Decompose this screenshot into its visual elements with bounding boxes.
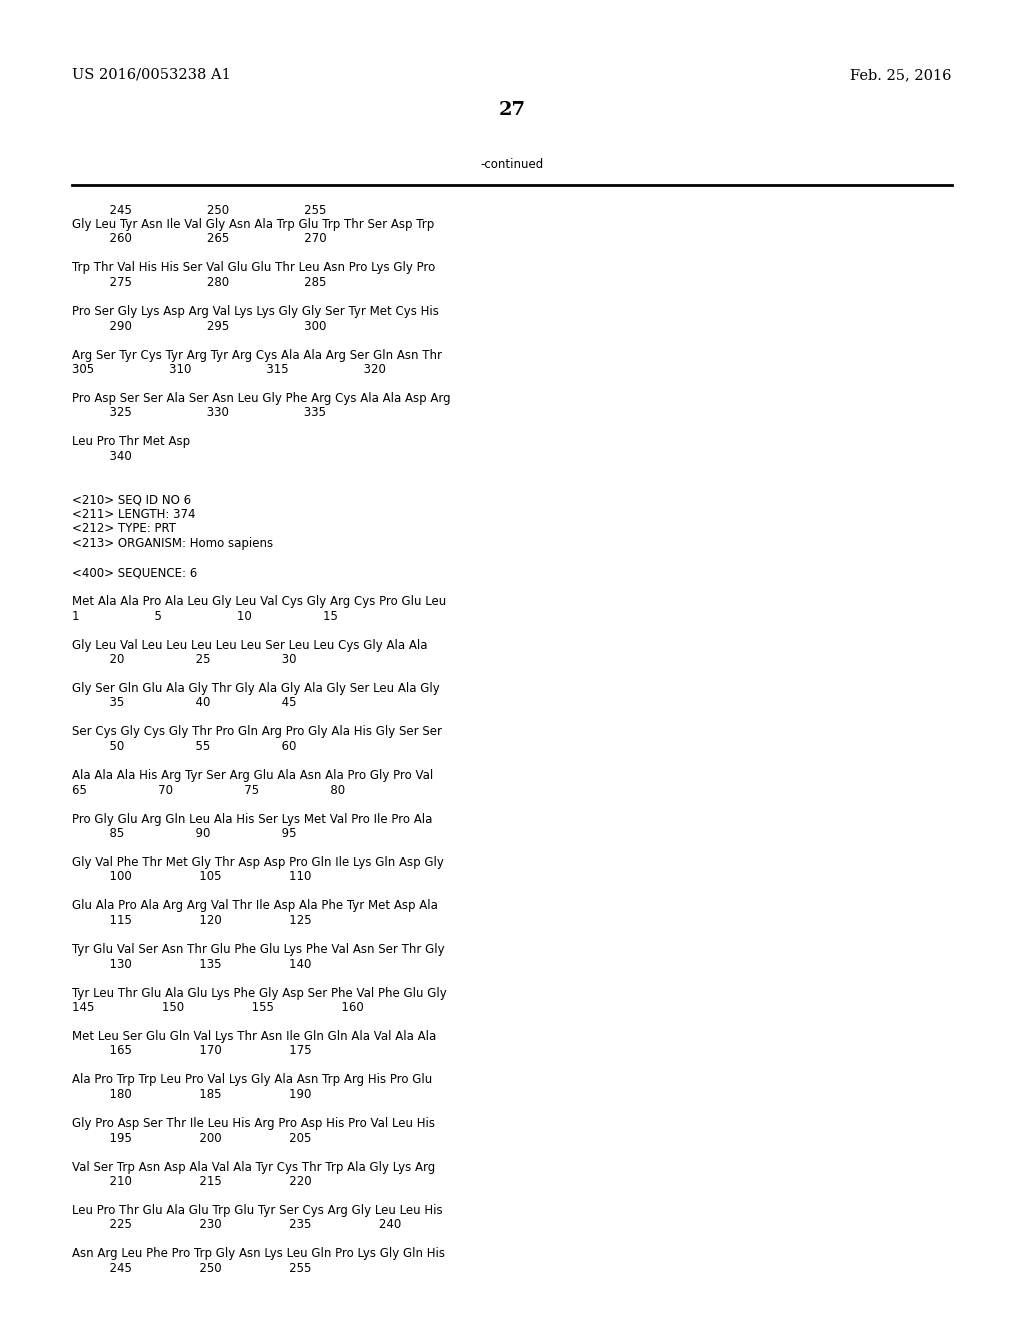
Text: <213> ORGANISM: Homo sapiens: <213> ORGANISM: Homo sapiens [72,537,273,550]
Text: Gly Val Phe Thr Met Gly Thr Asp Asp Pro Gln Ile Lys Gln Asp Gly: Gly Val Phe Thr Met Gly Thr Asp Asp Pro … [72,855,443,869]
Text: 27: 27 [499,102,525,119]
Text: Tyr Leu Thr Glu Ala Glu Lys Phe Gly Asp Ser Phe Val Phe Glu Gly: Tyr Leu Thr Glu Ala Glu Lys Phe Gly Asp … [72,986,446,999]
Text: 340: 340 [72,450,132,463]
Text: Met Ala Ala Pro Ala Leu Gly Leu Val Cys Gly Arg Cys Pro Glu Leu: Met Ala Ala Pro Ala Leu Gly Leu Val Cys … [72,595,446,609]
Text: Ala Ala Ala His Arg Tyr Ser Arg Glu Ala Asn Ala Pro Gly Pro Val: Ala Ala Ala His Arg Tyr Ser Arg Glu Ala … [72,770,433,781]
Text: 180                  185                  190: 180 185 190 [72,1088,311,1101]
Text: 35                   40                   45: 35 40 45 [72,697,297,710]
Text: 260                    265                    270: 260 265 270 [72,232,327,246]
Text: Leu Pro Thr Glu Ala Glu Trp Glu Tyr Ser Cys Arg Gly Leu Leu His: Leu Pro Thr Glu Ala Glu Trp Glu Tyr Ser … [72,1204,442,1217]
Text: Gly Pro Asp Ser Thr Ile Leu His Arg Pro Asp His Pro Val Leu His: Gly Pro Asp Ser Thr Ile Leu His Arg Pro … [72,1117,435,1130]
Text: Tyr Glu Val Ser Asn Thr Glu Phe Glu Lys Phe Val Asn Ser Thr Gly: Tyr Glu Val Ser Asn Thr Glu Phe Glu Lys … [72,942,444,956]
Text: 85                   90                   95: 85 90 95 [72,828,297,840]
Text: Trp Thr Val His His Ser Val Glu Glu Thr Leu Asn Pro Lys Gly Pro: Trp Thr Val His His Ser Val Glu Glu Thr … [72,261,435,275]
Text: 20                   25                   30: 20 25 30 [72,653,297,667]
Text: Pro Gly Glu Arg Gln Leu Ala His Ser Lys Met Val Pro Ile Pro Ala: Pro Gly Glu Arg Gln Leu Ala His Ser Lys … [72,813,432,825]
Text: Pro Ser Gly Lys Asp Arg Val Lys Lys Gly Gly Ser Tyr Met Cys His: Pro Ser Gly Lys Asp Arg Val Lys Lys Gly … [72,305,439,318]
Text: 1                    5                    10                   15: 1 5 10 15 [72,610,338,623]
Text: Gly Leu Val Leu Leu Leu Leu Leu Ser Leu Leu Cys Gly Ala Ala: Gly Leu Val Leu Leu Leu Leu Leu Ser Leu … [72,639,427,652]
Text: Met Leu Ser Glu Gln Val Lys Thr Asn Ile Gln Gln Ala Val Ala Ala: Met Leu Ser Glu Gln Val Lys Thr Asn Ile … [72,1030,436,1043]
Text: 130                  135                  140: 130 135 140 [72,957,311,970]
Text: Gly Leu Tyr Asn Ile Val Gly Asn Ala Trp Glu Trp Thr Ser Asp Trp: Gly Leu Tyr Asn Ile Val Gly Asn Ala Trp … [72,218,434,231]
Text: Ala Pro Trp Trp Leu Pro Val Lys Gly Ala Asn Trp Arg His Pro Glu: Ala Pro Trp Trp Leu Pro Val Lys Gly Ala … [72,1073,432,1086]
Text: 245                    250                    255: 245 250 255 [72,203,327,216]
Text: 115                  120                  125: 115 120 125 [72,913,311,927]
Text: 305                    310                    315                    320: 305 310 315 320 [72,363,386,376]
Text: 275                    280                    285: 275 280 285 [72,276,327,289]
Text: 325                    330                    335: 325 330 335 [72,407,326,420]
Text: -continued: -continued [480,158,544,172]
Text: 100                  105                  110: 100 105 110 [72,870,311,883]
Text: <211> LENGTH: 374: <211> LENGTH: 374 [72,508,196,521]
Text: 225                  230                  235                  240: 225 230 235 240 [72,1218,401,1232]
Text: Ser Cys Gly Cys Gly Thr Pro Gln Arg Pro Gly Ala His Gly Ser Ser: Ser Cys Gly Cys Gly Thr Pro Gln Arg Pro … [72,726,442,738]
Text: Leu Pro Thr Met Asp: Leu Pro Thr Met Asp [72,436,190,449]
Text: 145                  150                  155                  160: 145 150 155 160 [72,1001,364,1014]
Text: US 2016/0053238 A1: US 2016/0053238 A1 [72,69,230,82]
Text: Feb. 25, 2016: Feb. 25, 2016 [851,69,952,82]
Text: Gly Ser Gln Glu Ala Gly Thr Gly Ala Gly Ala Gly Ser Leu Ala Gly: Gly Ser Gln Glu Ala Gly Thr Gly Ala Gly … [72,682,439,696]
Text: Glu Ala Pro Ala Arg Arg Val Thr Ile Asp Ala Phe Tyr Met Asp Ala: Glu Ala Pro Ala Arg Arg Val Thr Ile Asp … [72,899,438,912]
Text: Val Ser Trp Asn Asp Ala Val Ala Tyr Cys Thr Trp Ala Gly Lys Arg: Val Ser Trp Asn Asp Ala Val Ala Tyr Cys … [72,1160,435,1173]
Text: 165                  170                  175: 165 170 175 [72,1044,311,1057]
Text: Arg Ser Tyr Cys Tyr Arg Tyr Arg Cys Ala Ala Arg Ser Gln Asn Thr: Arg Ser Tyr Cys Tyr Arg Tyr Arg Cys Ala … [72,348,442,362]
Text: 65                   70                   75                   80: 65 70 75 80 [72,784,345,796]
Text: 210                  215                  220: 210 215 220 [72,1175,311,1188]
Text: 50                   55                   60: 50 55 60 [72,741,296,752]
Text: <212> TYPE: PRT: <212> TYPE: PRT [72,523,176,536]
Text: <400> SEQUENCE: 6: <400> SEQUENCE: 6 [72,566,198,579]
Text: <210> SEQ ID NO 6: <210> SEQ ID NO 6 [72,494,191,507]
Text: 290                    295                    300: 290 295 300 [72,319,327,333]
Text: 195                  200                  205: 195 200 205 [72,1131,311,1144]
Text: 245                  250                  255: 245 250 255 [72,1262,311,1275]
Text: Asn Arg Leu Phe Pro Trp Gly Asn Lys Leu Gln Pro Lys Gly Gln His: Asn Arg Leu Phe Pro Trp Gly Asn Lys Leu … [72,1247,445,1261]
Text: Pro Asp Ser Ser Ala Ser Asn Leu Gly Phe Arg Cys Ala Ala Asp Arg: Pro Asp Ser Ser Ala Ser Asn Leu Gly Phe … [72,392,451,405]
